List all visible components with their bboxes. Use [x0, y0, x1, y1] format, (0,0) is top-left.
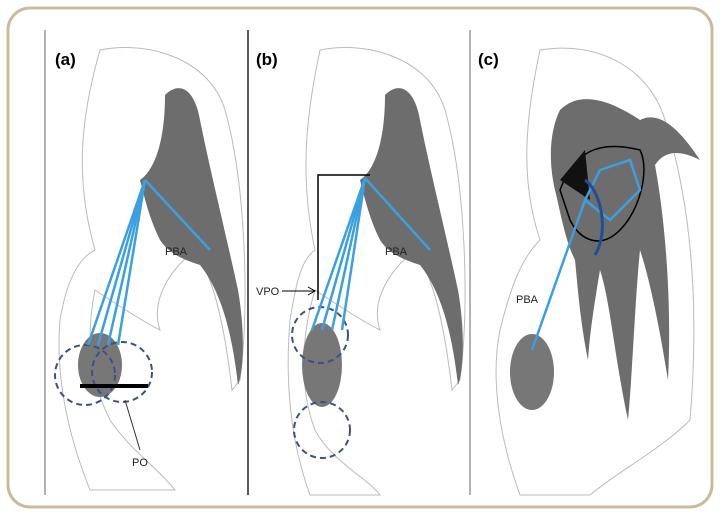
panel-label: (b) [256, 50, 278, 69]
annotation: PBA [516, 294, 539, 306]
annotation: PBA [385, 246, 408, 258]
annotation: VPO [256, 286, 280, 298]
annotation: PO [132, 457, 148, 469]
figure: (a) PBA PO (b) PBA VPO (c) PBA [0, 0, 720, 515]
panel-label: (a) [55, 50, 76, 69]
annotation: PBA [165, 246, 188, 258]
panel-label: (c) [478, 50, 499, 69]
